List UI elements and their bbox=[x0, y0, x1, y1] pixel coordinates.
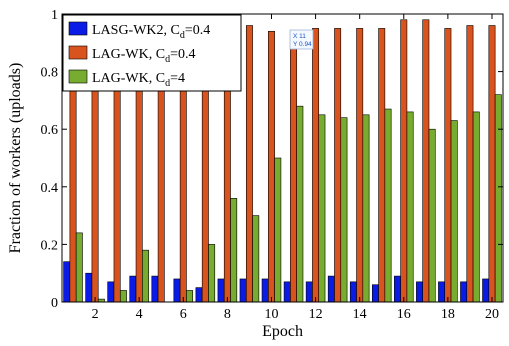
bar-series1-epoch-3 bbox=[107, 281, 115, 303]
legend-label-series3: LAG-WK, Cd=4 bbox=[92, 71, 185, 89]
x-tick-label: 2 bbox=[92, 307, 99, 322]
bar-series3-epoch-4 bbox=[142, 249, 149, 303]
bar-series2-epoch-9 bbox=[245, 25, 253, 303]
bar-series3-epoch-6 bbox=[186, 290, 194, 303]
x-axis-label: Epoch bbox=[262, 323, 303, 340]
bars-layer bbox=[63, 19, 502, 303]
bar-series3-epoch-20 bbox=[494, 94, 502, 303]
bar-series3-epoch-11 bbox=[296, 105, 304, 303]
bar-series3-epoch-17 bbox=[428, 128, 436, 303]
bar-series1-epoch-2 bbox=[85, 272, 93, 303]
bar-series2-epoch-16 bbox=[400, 19, 408, 303]
bar-series3-epoch-3 bbox=[119, 290, 127, 303]
legend-label-series1: LASG-WK2, Cd=0.4 bbox=[92, 23, 210, 41]
x-tick-label: 6 bbox=[180, 307, 187, 322]
bar-series1-epoch-18 bbox=[438, 281, 446, 303]
bar-series2-epoch-12 bbox=[312, 28, 320, 303]
y-tick-label: 0.4 bbox=[41, 181, 59, 196]
y-tick-label: 0 bbox=[51, 296, 58, 311]
x-tick-label: 12 bbox=[309, 307, 323, 322]
legend-swatch-series3 bbox=[68, 69, 88, 84]
bar-series3-epoch-18 bbox=[450, 120, 458, 303]
y-tick-label: 0.6 bbox=[41, 123, 59, 138]
legend-label-series2: LAG-WK, Cd=0.4 bbox=[92, 47, 196, 65]
legend-box bbox=[62, 14, 242, 92]
bar-series2-epoch-14 bbox=[356, 28, 364, 303]
bar-series2-epoch-18 bbox=[444, 28, 452, 303]
legend-swatch-series2 bbox=[68, 45, 88, 60]
datatip[interactable]: X 11Y 0.94 bbox=[289, 29, 314, 50]
bar-series1-epoch-14 bbox=[349, 281, 357, 303]
x-tick-label: 10 bbox=[264, 307, 278, 322]
bar-series1-epoch-10 bbox=[261, 278, 269, 303]
bar-series1-epoch-4 bbox=[129, 275, 137, 303]
bar-series3-epoch-10 bbox=[274, 157, 282, 303]
datatip-x: X 11 bbox=[293, 33, 306, 40]
legend: LASG-WK2, Cd=0.4 LAG-WK, Cd=0.4 LAG-WK, Cd… bbox=[62, 14, 242, 92]
x-tick-label: 14 bbox=[353, 307, 367, 322]
y-tick-label: 1 bbox=[51, 8, 58, 23]
bar-series1-epoch-12 bbox=[305, 281, 313, 303]
bar-series1-epoch-11 bbox=[283, 281, 291, 303]
bar-series2-epoch-17 bbox=[422, 19, 430, 303]
bar-series1-epoch-5 bbox=[151, 275, 159, 303]
datatip-box bbox=[289, 29, 314, 50]
bar-series2-epoch-13 bbox=[334, 28, 342, 303]
x-tick-label: 8 bbox=[224, 307, 231, 322]
x-tick-label: 20 bbox=[485, 307, 499, 322]
x-tick-label: 16 bbox=[397, 307, 411, 322]
bar-series1-epoch-9 bbox=[239, 278, 247, 303]
bar-series2-epoch-10 bbox=[268, 30, 275, 303]
bar-series1-epoch-7 bbox=[195, 287, 203, 303]
x-tick-label: 18 bbox=[441, 307, 455, 322]
bar-series1-epoch-8 bbox=[217, 278, 225, 303]
bar-series1-epoch-15 bbox=[371, 284, 379, 303]
bar-series1-epoch-17 bbox=[416, 281, 423, 303]
bar-series2-epoch-20 bbox=[488, 25, 496, 303]
bar-series1-epoch-13 bbox=[327, 275, 335, 303]
bar-series3-epoch-16 bbox=[406, 111, 414, 303]
bar-series2-epoch-15 bbox=[378, 28, 386, 303]
bar-series1-epoch-1 bbox=[63, 261, 71, 303]
y-tick-label: 0.2 bbox=[41, 238, 59, 253]
bar-series3-epoch-19 bbox=[472, 111, 480, 303]
legend-swatch-series1 bbox=[68, 21, 88, 36]
bar-series3-epoch-12 bbox=[318, 114, 326, 303]
bar-series1-epoch-20 bbox=[482, 278, 490, 303]
bar-series1-epoch-16 bbox=[394, 275, 401, 303]
bar-series2-epoch-19 bbox=[466, 25, 474, 303]
x-tick-label: 4 bbox=[136, 307, 143, 322]
bar-series1-epoch-19 bbox=[460, 281, 468, 303]
bar-series3-epoch-14 bbox=[362, 114, 370, 303]
y-tick-label: 0.8 bbox=[41, 66, 59, 81]
y-axis-label: Fraction of workers (uploads) bbox=[7, 63, 24, 254]
bar-series1-epoch-6 bbox=[173, 278, 181, 303]
axes-box bbox=[61, 13, 504, 303]
bar-series3-epoch-15 bbox=[384, 108, 392, 303]
bar-series3-epoch-9 bbox=[252, 215, 260, 303]
bar-series3-epoch-1 bbox=[75, 232, 83, 303]
bar-series3-epoch-13 bbox=[340, 117, 348, 303]
bar-series3-epoch-7 bbox=[208, 244, 216, 303]
datatip-y: Y 0.94 bbox=[293, 41, 312, 48]
bar-series2-epoch-11 bbox=[290, 30, 297, 303]
bar-series3-epoch-8 bbox=[230, 198, 238, 303]
